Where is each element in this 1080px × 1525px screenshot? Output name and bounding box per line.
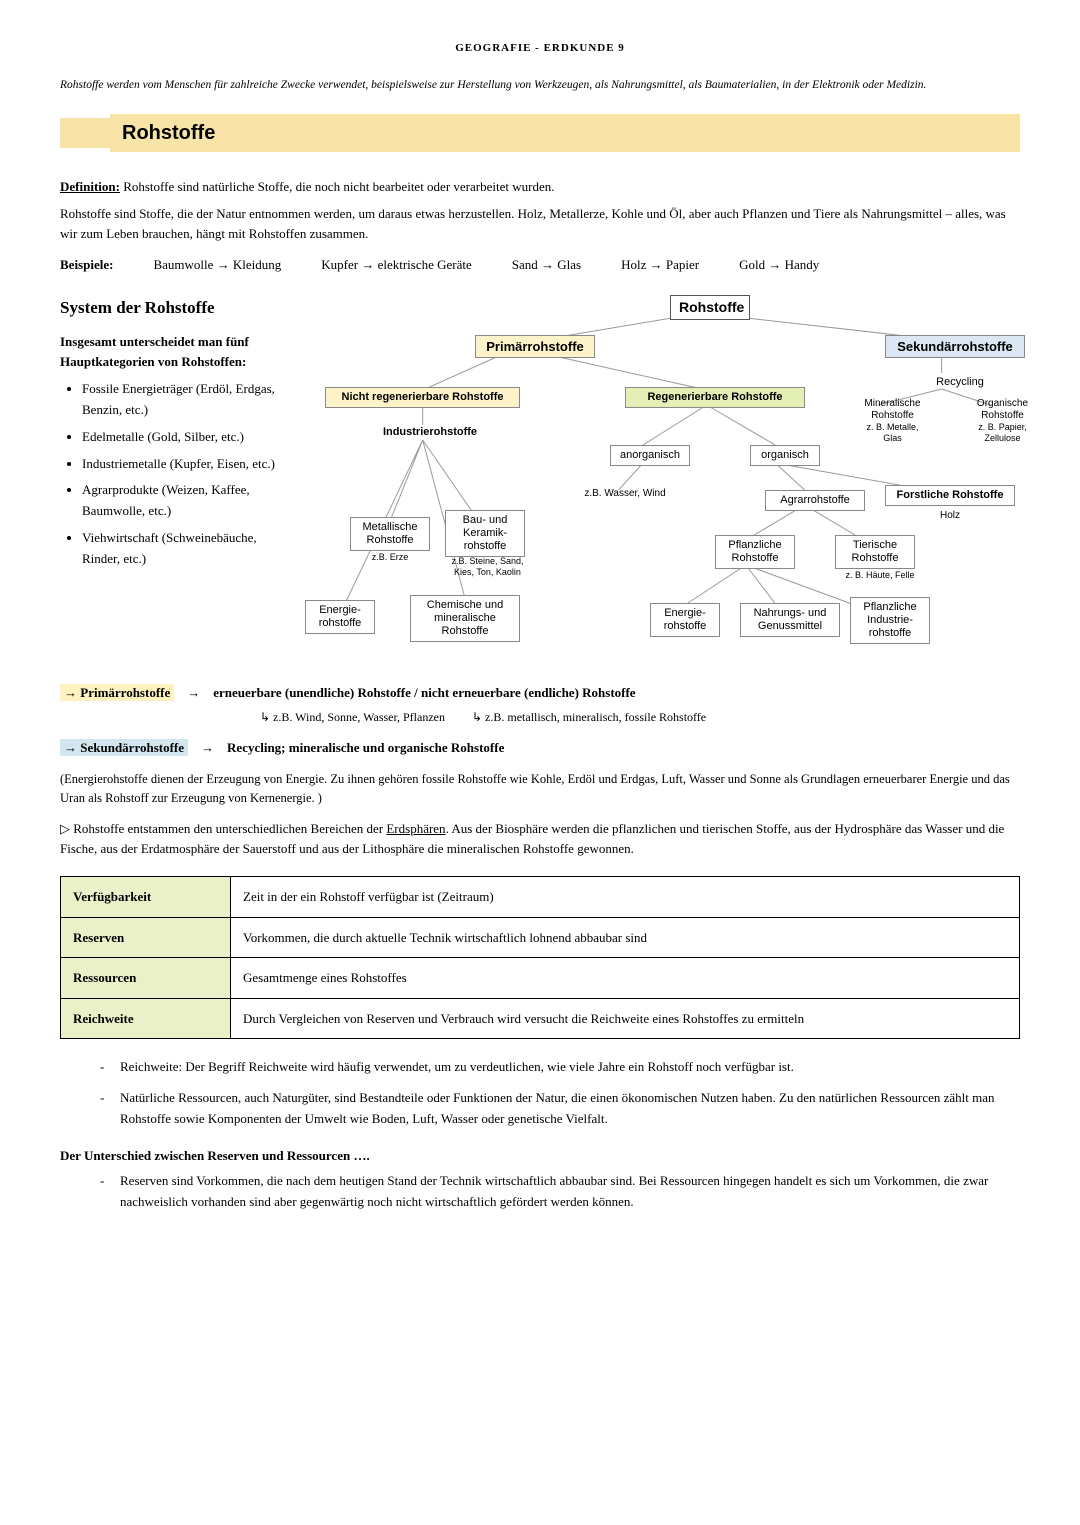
node-min-roh-ex: z. B. Metalle, Glas: [850, 419, 935, 447]
table-row: RessourcenGesamtmenge eines Rohstoffes: [61, 958, 1020, 999]
node-bau-ex: z.B. Steine, Sand, Kies, Ton, Kaolin: [440, 553, 535, 581]
list-item: Viehwirtschaft (Schweinebäuche, Rinder, …: [82, 528, 295, 570]
node-org: organisch: [750, 445, 820, 466]
legend-prim-text: erneuerbare (unendliche) Rohstoffe / nic…: [213, 685, 635, 700]
examples-label: Beispiele:: [60, 255, 113, 275]
title-accent: [60, 118, 110, 148]
node-agrar: Agrarrohstoffe: [765, 490, 865, 511]
example-1: Baumwolle → Kleidung: [153, 255, 281, 275]
node-recycling: Recycling: [925, 373, 995, 392]
node-industrie: Industrierohstoffe: [370, 423, 490, 442]
example-3: Sand → Glas: [512, 255, 581, 275]
diagram: Rohstoffe Primärrohstoffe Sekundärrohsto…: [315, 295, 1020, 665]
list-item: Reserven sind Vorkommen, die nach dem he…: [120, 1171, 1020, 1213]
node-nicht-regen: Nicht regenerierbare Rohstoffe: [325, 387, 520, 408]
node-tier: Tierische Rohstoffe: [835, 535, 915, 569]
system-section: System der Rohstoffe Insgesamt untersche…: [60, 295, 1020, 665]
title-bar: Rohstoffe: [60, 114, 1020, 152]
legend-row-sek: → Sekundärrohstoffe → Recycling; mineral…: [60, 738, 1020, 758]
node-metall: Metallische Rohstoffe: [350, 517, 430, 551]
term-cell: Verfügbarkeit: [61, 877, 231, 918]
example-2: Kupfer → elektrische Geräte: [321, 255, 472, 275]
legend-sek-tag: → Sekundärrohstoffe: [60, 739, 188, 756]
node-metall-ex: z.B. Erze: [360, 549, 420, 566]
node-regen: Regenerierbare Rohstoffe: [625, 387, 805, 408]
system-left: System der Rohstoffe Insgesamt untersche…: [60, 295, 295, 576]
triangle-pre: ▷ Rohstoffe entstammen den unterschiedli…: [60, 821, 386, 836]
legend-arrow: →: [187, 685, 200, 700]
triangle-para: ▷ Rohstoffe entstammen den unterschiedli…: [60, 819, 1020, 858]
definition-text: Rohstoffe sind natürliche Stoffe, die no…: [120, 179, 555, 194]
list-item: Reichweite: Der Begriff Reichweite wird …: [120, 1057, 1020, 1078]
list-item: Fossile Energieträger (Erdöl, Erdgas, Be…: [82, 379, 295, 421]
node-energie2: Energie-rohstoffe: [650, 603, 720, 637]
node-energie1: Energie-rohstoffe: [305, 600, 375, 634]
definition-para: Definition: Rohstoffe sind natürliche St…: [60, 177, 1020, 197]
page-title: Rohstoffe: [110, 114, 1020, 152]
legend-arrow-2: →: [201, 740, 214, 755]
bullets-2: Reichweite: Der Begriff Reichweite wird …: [60, 1057, 1020, 1129]
node-wasser-wind: z.B. Wasser, Wind: [570, 485, 680, 503]
term-cell: Ressourcen: [61, 958, 231, 999]
node-primaer: Primärrohstoffe: [475, 335, 595, 359]
table-row: ReichweiteDurch Vergleichen von Reserven…: [61, 998, 1020, 1039]
legend-prim-sub1: ↳ z.B. Wind, Sonne, Wasser, Pflanzen: [260, 710, 445, 724]
node-forst: Forstliche Rohstoffe: [885, 485, 1015, 506]
def-cell: Vorkommen, die durch aktuelle Technik wi…: [231, 917, 1020, 958]
legend-prim-sub2: ↳ z.B. metallisch, mineralisch, fossile …: [472, 710, 706, 724]
legend: → Primärrohstoffe → erneuerbare (unendli…: [60, 683, 1020, 758]
example-5: Gold → Handy: [739, 255, 819, 275]
term-cell: Reichweite: [61, 998, 231, 1039]
legend-sek-text: Recycling; mineralische und organische R…: [227, 740, 504, 755]
examples-row: Beispiele: Baumwolle → Kleidung Kupfer →…: [60, 255, 1020, 275]
node-root: Rohstoffe: [670, 295, 750, 320]
node-nahrung: Nahrungs- und Genussmittel: [740, 603, 840, 637]
paragraph-1: Rohstoffe sind Stoffe, die der Natur ent…: [60, 204, 1020, 243]
node-pflanz-ind: Pflanzliche Industrie-rohstoffe: [850, 597, 930, 645]
node-pflanz: Pflanzliche Rohstoffe: [715, 535, 795, 569]
diff-list: Reserven sind Vorkommen, die nach dem he…: [60, 1171, 1020, 1213]
node-sekundaer: Sekundärrohstoffe: [885, 335, 1025, 359]
node-holz: Holz: [930, 507, 970, 525]
table-row: ReservenVorkommen, die durch aktuelle Te…: [61, 917, 1020, 958]
intro-text: Rohstoffe werden vom Menschen für zahlre…: [60, 77, 1020, 94]
table-row: VerfügbarkeitZeit in der ein Rohstoff ve…: [61, 877, 1020, 918]
legend-prim-sub: ↳ z.B. Wind, Sonne, Wasser, Pflanzen ↳ z…: [260, 708, 1020, 726]
legend-row-prim: → Primärrohstoffe → erneuerbare (unendli…: [60, 683, 1020, 703]
example-4: Holz → Papier: [621, 255, 699, 275]
term-cell: Reserven: [61, 917, 231, 958]
definition-label: Definition:: [60, 179, 120, 194]
def-cell: Zeit in der ein Rohstoff verfügbar ist (…: [231, 877, 1020, 918]
def-cell: Durch Vergleichen von Reserven und Verbr…: [231, 998, 1020, 1039]
node-bau: Bau- und Keramik-rohstoffe: [445, 510, 525, 558]
system-subheading: Insgesamt unterscheidet man fünf Hauptka…: [60, 332, 295, 371]
list-item: Industriemetalle (Kupfer, Eisen, etc.): [82, 454, 295, 475]
categories-list: Fossile Energieträger (Erdöl, Erdgas, Be…: [60, 379, 295, 569]
diff-heading: Der Unterschied zwischen Reserven und Re…: [60, 1146, 1020, 1166]
list-item: Agrarprodukte (Weizen, Kaffee, Baumwolle…: [82, 480, 295, 522]
page-header: GEOGRAFIE - ERDKUNDE 9: [60, 40, 1020, 57]
legend-prim-tag: → Primärrohstoffe: [60, 684, 174, 701]
system-heading: System der Rohstoffe: [60, 295, 295, 321]
paren-text: (Energierohstoffe dienen der Erzeugung v…: [60, 770, 1020, 808]
definitions-table: VerfügbarkeitZeit in der ein Rohstoff ve…: [60, 876, 1020, 1039]
list-item: Natürliche Ressourcen, auch Naturgüter, …: [120, 1088, 1020, 1130]
node-anorg: anorganisch: [610, 445, 690, 466]
node-org-roh-ex: z. B. Papier, Zellulose: [965, 419, 1040, 447]
list-item: Edelmetalle (Gold, Silber, etc.): [82, 427, 295, 448]
triangle-underline: Erdsphären: [386, 821, 445, 836]
def-cell: Gesamtmenge eines Rohstoffes: [231, 958, 1020, 999]
node-chem: Chemische und mineralische Rohstoffe: [410, 595, 520, 643]
node-tier-ex: z. B. Häute, Felle: [835, 567, 925, 584]
